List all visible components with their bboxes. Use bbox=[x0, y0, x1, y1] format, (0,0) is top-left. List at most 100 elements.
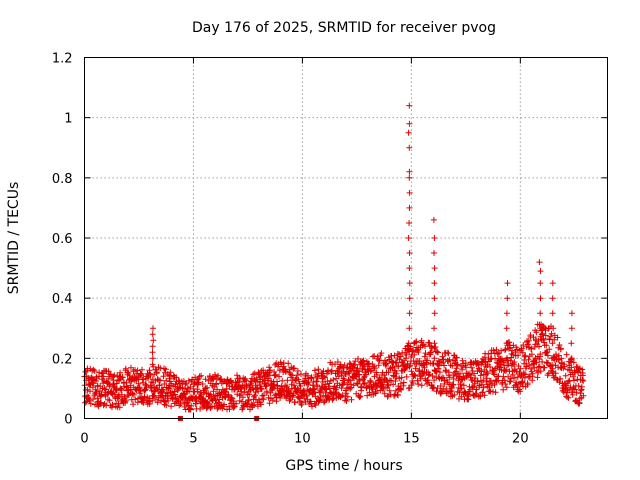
data-point bbox=[371, 353, 378, 359]
data-point bbox=[526, 362, 533, 369]
data-point bbox=[541, 324, 547, 331]
data-point bbox=[578, 383, 585, 390]
data-point bbox=[87, 388, 93, 395]
data-point bbox=[511, 375, 518, 381]
data-point bbox=[129, 390, 136, 397]
data-point bbox=[216, 399, 223, 406]
data-point bbox=[421, 353, 428, 360]
data-point bbox=[292, 399, 298, 406]
data-point bbox=[348, 396, 355, 403]
data-point bbox=[198, 372, 205, 379]
data-point bbox=[398, 386, 405, 393]
data-point bbox=[431, 325, 437, 332]
data-point bbox=[413, 338, 420, 345]
data-point bbox=[568, 325, 575, 332]
data-point bbox=[469, 384, 476, 391]
data-point bbox=[135, 380, 142, 387]
data-point bbox=[524, 380, 531, 387]
data-point bbox=[406, 250, 413, 256]
data-point bbox=[531, 364, 538, 371]
y-tick-label: 1.2 bbox=[52, 52, 73, 67]
data-point bbox=[395, 392, 401, 399]
data-point bbox=[535, 338, 542, 344]
data-point bbox=[568, 340, 575, 347]
data-point bbox=[266, 400, 273, 407]
data-point bbox=[408, 368, 415, 375]
data-point bbox=[406, 325, 413, 332]
data-point bbox=[285, 360, 292, 367]
data-point bbox=[90, 366, 97, 373]
data-point bbox=[355, 355, 361, 362]
data-point bbox=[563, 351, 570, 358]
data-point bbox=[361, 380, 368, 386]
data-point bbox=[416, 358, 423, 364]
data-point bbox=[372, 389, 379, 396]
data-point bbox=[509, 347, 516, 354]
data-point bbox=[535, 369, 542, 376]
data-point bbox=[420, 370, 427, 377]
x-tick-label: 10 bbox=[294, 432, 311, 447]
data-point bbox=[425, 372, 432, 379]
y-tick-label: 0.2 bbox=[52, 352, 73, 367]
data-point bbox=[377, 387, 384, 394]
data-point bbox=[223, 385, 230, 392]
data-point bbox=[437, 383, 444, 389]
data-point bbox=[568, 364, 575, 371]
data-point bbox=[186, 388, 193, 395]
data-point bbox=[406, 168, 413, 175]
data-point bbox=[393, 370, 400, 377]
data-point bbox=[514, 374, 521, 381]
data-point bbox=[407, 362, 414, 369]
data-point bbox=[534, 374, 541, 381]
data-point bbox=[431, 280, 438, 287]
data-point bbox=[549, 280, 556, 287]
data-point bbox=[523, 363, 530, 370]
data-point bbox=[562, 372, 569, 379]
data-point bbox=[435, 365, 442, 372]
data-point bbox=[262, 383, 269, 390]
data-point bbox=[554, 334, 561, 341]
data-point bbox=[246, 397, 252, 403]
data-point bbox=[547, 333, 554, 340]
data-point bbox=[511, 359, 518, 366]
data-point bbox=[161, 381, 168, 387]
data-point bbox=[471, 370, 478, 377]
data-point bbox=[246, 391, 253, 398]
data-point bbox=[90, 396, 97, 403]
data-point bbox=[171, 388, 178, 395]
data-point bbox=[420, 360, 427, 367]
data-point bbox=[128, 364, 134, 371]
data-point bbox=[139, 366, 145, 373]
data-point bbox=[226, 383, 233, 390]
data-point bbox=[565, 378, 572, 385]
data-point bbox=[431, 235, 438, 241]
data-point bbox=[450, 381, 457, 388]
data-point bbox=[199, 381, 206, 387]
data-point bbox=[406, 310, 413, 317]
data-point bbox=[233, 400, 240, 407]
data-point bbox=[397, 353, 404, 360]
data-point bbox=[493, 346, 500, 353]
data-point bbox=[223, 388, 229, 395]
data-point bbox=[406, 102, 413, 109]
data-point bbox=[194, 388, 201, 395]
data-point bbox=[374, 353, 381, 360]
data-point bbox=[527, 365, 534, 372]
data-point bbox=[570, 359, 577, 366]
data-point bbox=[507, 357, 514, 364]
data-point bbox=[157, 377, 164, 384]
data-point bbox=[294, 372, 301, 379]
data-point bbox=[430, 384, 437, 391]
data-point bbox=[414, 377, 421, 384]
data-point bbox=[459, 366, 466, 373]
data-point bbox=[551, 336, 558, 343]
data-point bbox=[506, 378, 513, 385]
data-point bbox=[252, 392, 258, 399]
data-point bbox=[91, 368, 98, 374]
data-point bbox=[109, 401, 116, 408]
data-point bbox=[354, 381, 361, 387]
data-point bbox=[565, 394, 572, 401]
data-point bbox=[381, 390, 388, 397]
data-point bbox=[525, 356, 532, 363]
data-point bbox=[357, 393, 364, 400]
